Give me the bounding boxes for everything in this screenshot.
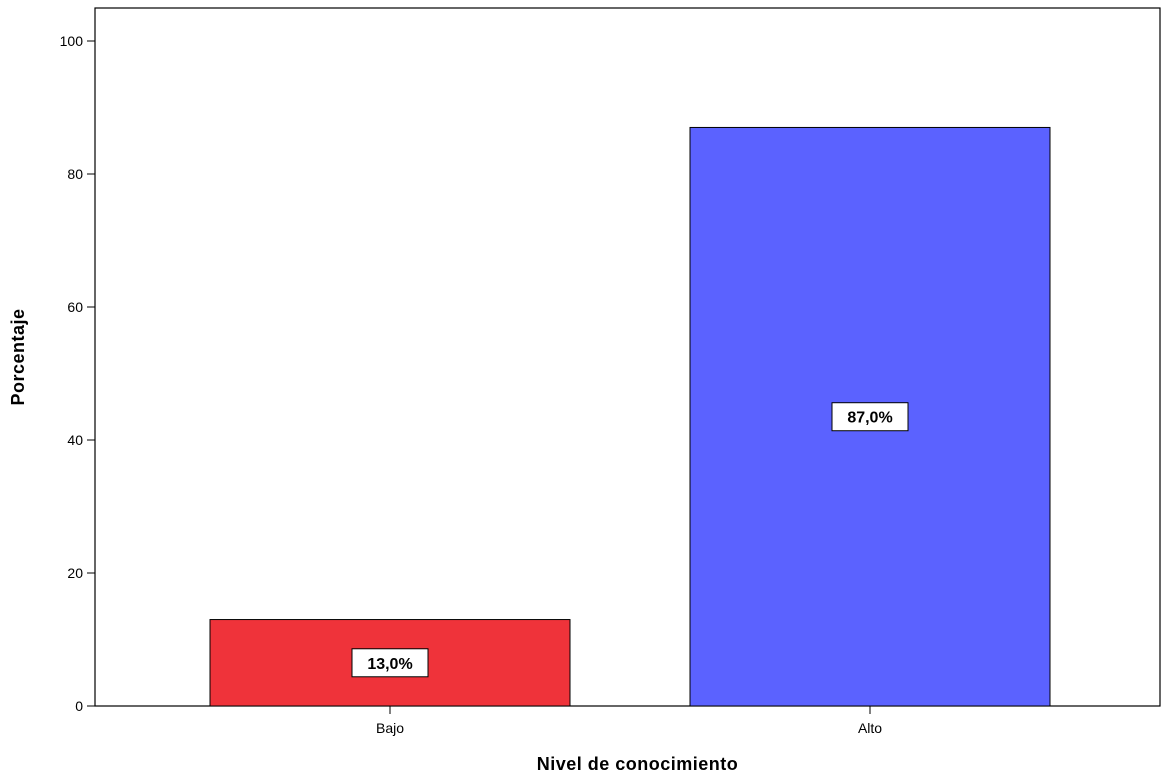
y-tick-label: 20	[67, 565, 83, 581]
data-label: 87,0%	[847, 410, 892, 427]
y-tick-label: 60	[67, 299, 83, 315]
x-axis: Bajo Alto	[376, 706, 882, 736]
data-label-box	[351, 648, 429, 678]
x-axis-title: Nivel de conocimiento	[537, 754, 739, 774]
y-tick-label: 40	[67, 432, 83, 448]
data-label: 13,0%	[367, 656, 412, 673]
data-labels: 13,0% 87,0%	[351, 402, 909, 678]
bars	[209, 126, 1051, 707]
x-tick-label: Bajo	[376, 720, 404, 736]
y-tick-label: 0	[75, 698, 83, 714]
data-label-box	[831, 402, 909, 432]
y-axis: 0 20 40 60 80 100	[60, 33, 95, 714]
x-tick-label: Alto	[858, 720, 882, 736]
plot-frame	[94, 7, 1161, 707]
y-axis-title: Porcentaje	[8, 308, 28, 405]
plot-border	[94, 7, 1161, 707]
y-tick-label: 80	[67, 166, 83, 182]
y-tick-label: 100	[60, 33, 84, 49]
